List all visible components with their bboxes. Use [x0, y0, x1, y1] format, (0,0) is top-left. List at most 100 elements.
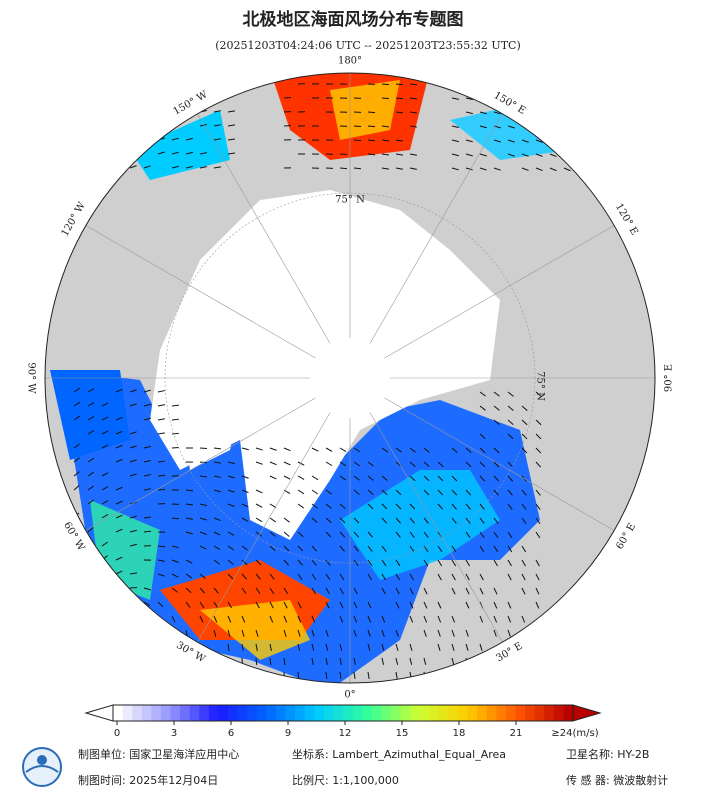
- wind-arrow: [549, 167, 557, 172]
- wind-arrow: [479, 531, 485, 539]
- wind-arrow: [465, 167, 473, 171]
- wind-arrow: [311, 615, 316, 623]
- wind-arrow: [353, 629, 357, 637]
- colorbar-tick-label: 12: [339, 728, 352, 739]
- wind-arrow: [101, 568, 108, 575]
- wind-arrow: [213, 531, 221, 536]
- wind-arrow: [129, 109, 137, 113]
- wind-arrow: [87, 554, 93, 561]
- wind-arrow: [297, 573, 303, 580]
- wind-arrow: [339, 517, 346, 524]
- wind-arrow: [115, 486, 123, 491]
- wind-arrow: [228, 69, 235, 70]
- wind-arrow: [143, 587, 151, 591]
- wind-arrow: [115, 94, 123, 99]
- wind-arrow: [311, 489, 319, 495]
- wind-arrow: [311, 559, 317, 566]
- wind-arrow: [227, 531, 235, 536]
- wind-arrow: [227, 601, 233, 609]
- colorbar-cell: [218, 705, 229, 721]
- wind-arrow: [283, 517, 290, 523]
- wind-arrow: [507, 139, 515, 143]
- wind-arrow: [367, 573, 373, 581]
- wind-arrow: [423, 531, 429, 538]
- wind-arrow: [169, 657, 173, 665]
- wind-arrow: [493, 545, 499, 553]
- wind-arrow: [493, 419, 500, 425]
- wind-arrow: [563, 167, 571, 172]
- wind-arrow: [423, 559, 429, 567]
- wind-arrow: [284, 69, 291, 70]
- wind-arrow: [451, 125, 459, 129]
- wind-arrow: [437, 475, 444, 482]
- wind-arrow: [451, 489, 458, 496]
- wind-arrow: [409, 475, 416, 482]
- colorbar-cell: [122, 705, 133, 721]
- wind-arrow: [535, 447, 542, 454]
- colorbar-cell: [285, 705, 296, 721]
- wind-arrow: [395, 559, 401, 567]
- wind-arrow: [507, 153, 515, 157]
- wind-arrow: [213, 587, 219, 594]
- wind-arrow: [213, 138, 221, 141]
- wind-arrow: [395, 139, 403, 142]
- colorbar-cell: [448, 705, 459, 721]
- wind-arrow: [563, 125, 571, 129]
- wind-arrow: [409, 153, 417, 156]
- wind-arrow: [535, 489, 541, 496]
- wind-arrow: [605, 153, 613, 158]
- wind-arrow: [213, 96, 221, 99]
- wind-arrow: [507, 475, 514, 482]
- wind-arrow: [115, 570, 123, 575]
- wind-arrow: [381, 475, 388, 481]
- colorbar-cell: [362, 705, 373, 721]
- wind-arrow: [452, 70, 459, 71]
- wind-arrow: [325, 629, 329, 637]
- colorbar-cell: [371, 705, 382, 721]
- wind-arrow: [423, 489, 430, 496]
- wind-arrow: [479, 657, 483, 665]
- wind-arrow: [185, 587, 192, 594]
- wind-arrow: [100, 609, 103, 617]
- wind-arrow: [213, 110, 221, 113]
- wind-arrow: [521, 545, 527, 553]
- wind-arrow: [297, 629, 301, 637]
- wind-arrow: [283, 615, 288, 623]
- footer-satellite: 卫星名称: HY-2B: [566, 747, 649, 761]
- wind-arrow: [381, 125, 390, 128]
- wind-arrow: [73, 136, 81, 141]
- wind-arrow: [199, 573, 206, 579]
- wind-arrow: [521, 657, 525, 665]
- wind-arrow: [101, 486, 109, 491]
- wind-arrow: [479, 125, 487, 129]
- wind-arrow: [171, 573, 179, 578]
- wind-arrow: [451, 517, 457, 524]
- wind-arrow: [115, 528, 123, 533]
- colorbar-max-label: ≥24(m/s): [551, 728, 598, 739]
- wind-arrow: [479, 475, 486, 482]
- wind-arrow: [507, 405, 514, 411]
- wind-arrow: [143, 137, 151, 141]
- map-disc: [45, 69, 655, 683]
- wind-arrow: [241, 615, 246, 623]
- wind-arrow: [115, 597, 123, 603]
- colorbar-cell: [486, 705, 497, 721]
- colorbar-cell: [429, 705, 440, 721]
- wind-arrow: [619, 111, 627, 116]
- wind-arrow: [353, 489, 360, 495]
- wind-arrow: [521, 447, 528, 454]
- wind-arrow: [339, 643, 343, 651]
- wind-arrow: [521, 559, 526, 567]
- wind-arrow: [129, 403, 137, 407]
- wind-arrow: [199, 166, 207, 169]
- wind-arrow: [367, 489, 374, 495]
- colorbar-cell: [381, 705, 392, 721]
- colorbar-frame: [112, 704, 574, 722]
- wind-arrow: [311, 503, 318, 509]
- wind-arrow: [213, 166, 221, 169]
- wind-arrow: [409, 111, 417, 114]
- wind-arrow: [129, 529, 137, 533]
- wind-arrow: [353, 531, 360, 538]
- colorbar-tick-label: 18: [453, 728, 466, 739]
- wind-arrow: [339, 657, 342, 665]
